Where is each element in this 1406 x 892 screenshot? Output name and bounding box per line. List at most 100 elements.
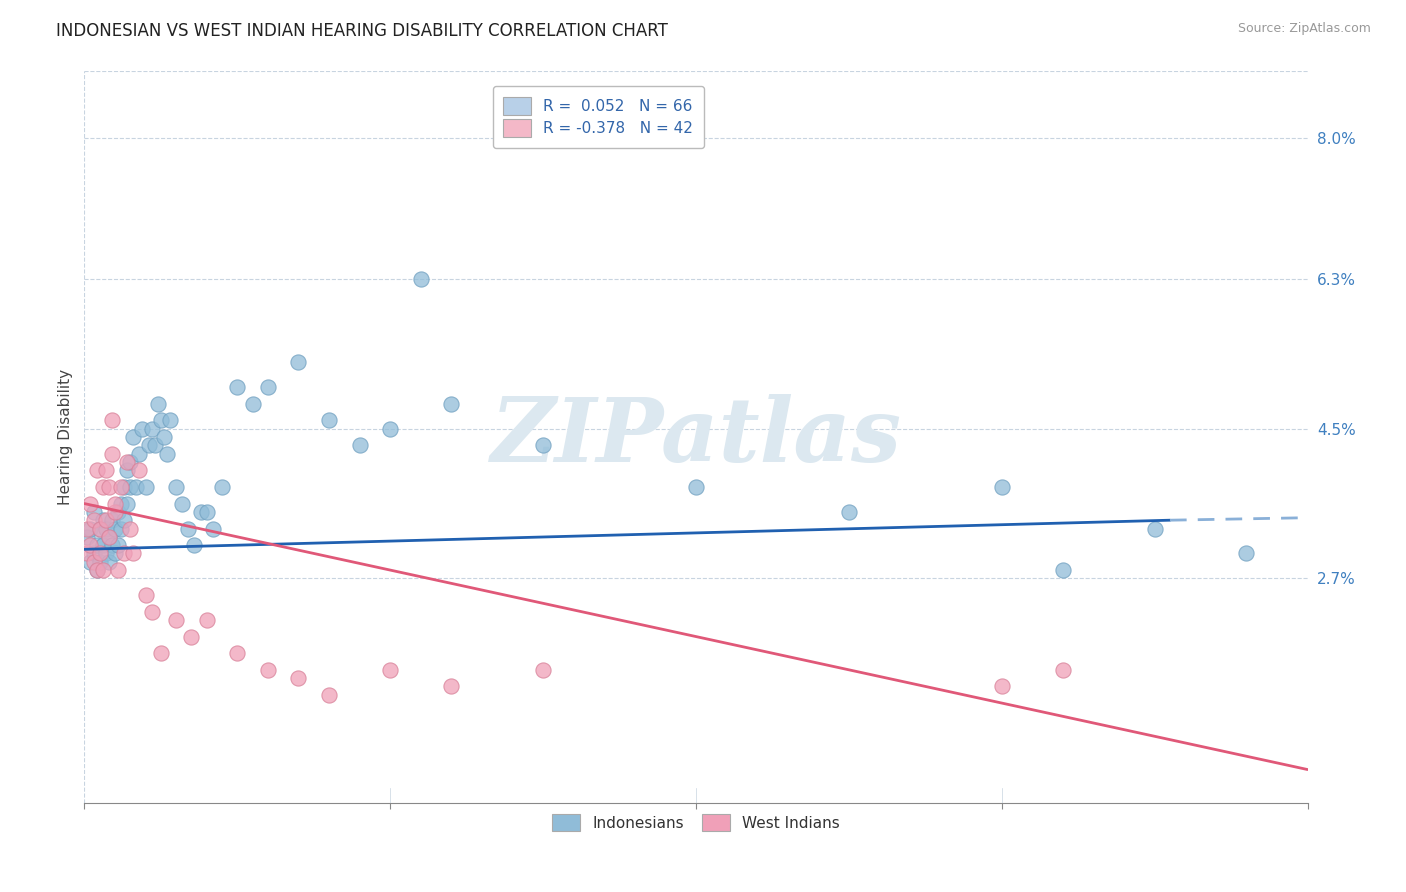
Point xyxy=(115,463,138,477)
Point xyxy=(195,613,218,627)
Point xyxy=(131,422,153,436)
Point xyxy=(257,663,280,677)
Point xyxy=(318,413,340,427)
Point xyxy=(201,521,224,535)
Point xyxy=(83,505,105,519)
Point xyxy=(94,463,117,477)
Text: Source: ZipAtlas.com: Source: ZipAtlas.com xyxy=(1237,22,1371,36)
Point xyxy=(122,430,145,444)
Point xyxy=(685,480,707,494)
Point xyxy=(91,538,114,552)
Point xyxy=(1052,563,1074,577)
Point xyxy=(97,530,120,544)
Point xyxy=(97,555,120,569)
Point xyxy=(195,505,218,519)
Point xyxy=(89,521,111,535)
Point xyxy=(115,497,138,511)
Point xyxy=(104,497,127,511)
Point xyxy=(110,497,132,511)
Point xyxy=(165,613,187,627)
Text: ZIPatlas: ZIPatlas xyxy=(491,394,901,480)
Point xyxy=(86,563,108,577)
Point xyxy=(120,480,142,494)
Point xyxy=(83,555,105,569)
Point xyxy=(107,563,129,577)
Point xyxy=(86,463,108,477)
Point xyxy=(112,480,135,494)
Point xyxy=(135,588,157,602)
Point xyxy=(94,521,117,535)
Point xyxy=(183,538,205,552)
Point xyxy=(991,480,1014,494)
Point xyxy=(226,646,249,660)
Point xyxy=(409,272,432,286)
Point xyxy=(110,521,132,535)
Point xyxy=(180,630,202,644)
Point xyxy=(1236,546,1258,560)
Point xyxy=(94,513,117,527)
Point xyxy=(287,671,309,685)
Point xyxy=(104,521,127,535)
Point xyxy=(115,455,138,469)
Point xyxy=(89,546,111,560)
Point xyxy=(125,480,148,494)
Point xyxy=(156,447,179,461)
Point xyxy=(128,447,150,461)
Point xyxy=(110,480,132,494)
Point xyxy=(83,546,105,560)
Point xyxy=(101,413,124,427)
Point xyxy=(76,546,98,560)
Point xyxy=(165,480,187,494)
Point xyxy=(135,480,157,494)
Point xyxy=(112,513,135,527)
Point xyxy=(838,505,860,519)
Point xyxy=(138,438,160,452)
Point xyxy=(153,430,176,444)
Point xyxy=(83,513,105,527)
Point xyxy=(440,680,463,694)
Point xyxy=(101,538,124,552)
Point xyxy=(86,538,108,552)
Point xyxy=(159,413,181,427)
Point xyxy=(76,530,98,544)
Point xyxy=(531,438,554,452)
Point xyxy=(97,530,120,544)
Point xyxy=(91,480,114,494)
Point xyxy=(211,480,233,494)
Point xyxy=(141,422,163,436)
Point xyxy=(149,646,172,660)
Point xyxy=(226,380,249,394)
Point xyxy=(120,455,142,469)
Point xyxy=(146,397,169,411)
Point xyxy=(91,513,114,527)
Point xyxy=(190,505,212,519)
Point xyxy=(531,663,554,677)
Point xyxy=(94,546,117,560)
Text: INDONESIAN VS WEST INDIAN HEARING DISABILITY CORRELATION CHART: INDONESIAN VS WEST INDIAN HEARING DISABI… xyxy=(56,22,668,40)
Y-axis label: Hearing Disability: Hearing Disability xyxy=(58,369,73,505)
Point xyxy=(107,505,129,519)
Point xyxy=(89,521,111,535)
Point xyxy=(91,563,114,577)
Point xyxy=(380,422,402,436)
Point xyxy=(349,438,371,452)
Point xyxy=(101,447,124,461)
Point xyxy=(143,438,166,452)
Point xyxy=(104,546,127,560)
Point xyxy=(89,555,111,569)
Point xyxy=(172,497,194,511)
Legend: Indonesians, West Indians: Indonesians, West Indians xyxy=(544,806,848,839)
Point xyxy=(141,605,163,619)
Point xyxy=(257,380,280,394)
Point xyxy=(287,355,309,369)
Point xyxy=(112,546,135,560)
Point xyxy=(440,397,463,411)
Point xyxy=(76,521,98,535)
Point xyxy=(149,413,172,427)
Point xyxy=(104,505,127,519)
Point xyxy=(101,513,124,527)
Point xyxy=(318,688,340,702)
Point xyxy=(1143,521,1166,535)
Point xyxy=(242,397,264,411)
Point xyxy=(991,680,1014,694)
